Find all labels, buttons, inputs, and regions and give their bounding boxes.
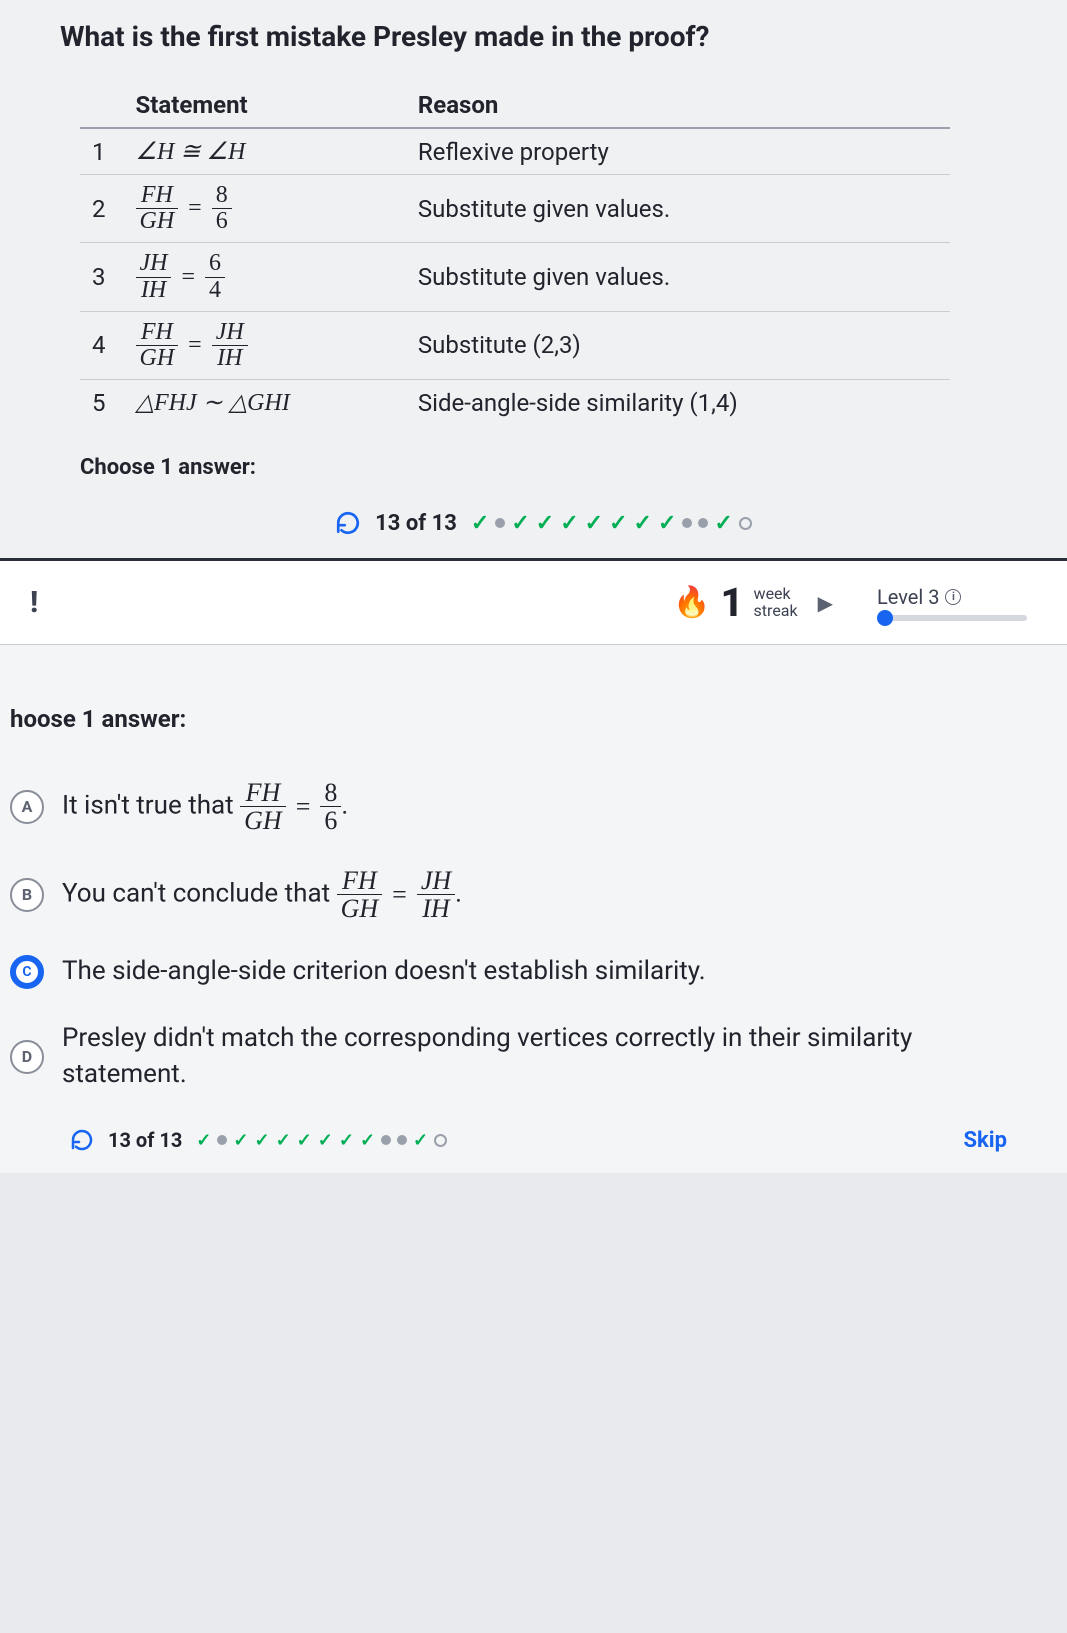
choice-list: A It isn't true that FHGH=86.B You can't… — [10, 763, 1037, 1107]
check-icon: ✓ — [413, 1130, 428, 1151]
check-icon: ✓ — [536, 511, 554, 536]
check-icon: ✓ — [471, 511, 489, 536]
progress-label: 13 of 13 — [375, 511, 457, 536]
footer: 13 of 13 ✓ ✓ ✓ ✓ ✓ ✓ ✓ ✓ ✓ Skip — [10, 1108, 1037, 1163]
check-icon: ✓ — [585, 511, 603, 536]
check-icon: ✓ — [297, 1130, 312, 1151]
question-text: What is the first mistake Presley made i… — [60, 20, 1027, 53]
check-icon: ✓ — [196, 1130, 211, 1151]
choose-label-2: hoose 1 answer: — [10, 705, 1037, 733]
ring-icon — [739, 517, 752, 530]
row-statement: FHGH=JHIH — [124, 311, 406, 379]
row-reason: Substitute given values. — [406, 243, 950, 311]
refresh-icon[interactable] — [70, 1128, 94, 1152]
col-statement: Statement — [124, 83, 406, 128]
table-row: 5 △FHJ ∼ △GHI Side-angle-side similarity… — [80, 380, 950, 426]
dot-icon — [217, 1135, 227, 1145]
row-reason: Side-angle-side similarity (1,4) — [406, 380, 950, 426]
check-icon: ✓ — [254, 1130, 269, 1151]
table-row: 4 FHGH=JHIH Substitute (2,3) — [80, 311, 950, 379]
progress-row: 13 of 13 ✓✓✓✓✓✓✓✓✓ — [60, 500, 1027, 548]
radio-b[interactable]: B — [10, 878, 44, 912]
dot-icon — [495, 518, 505, 528]
choice-text: The side-angle-side criterion doesn't es… — [62, 954, 706, 989]
check-icon: ✓ — [658, 511, 676, 536]
row-statement: △FHJ ∼ △GHI — [124, 380, 406, 426]
footer-progress-label: 13 of 13 — [108, 1128, 182, 1152]
check-icon: ✓ — [560, 511, 578, 536]
row-num: 1 — [80, 128, 124, 175]
check-icon: ✓ — [360, 1130, 375, 1151]
table-row: 2 FHGH=86 Substitute given values. — [80, 175, 950, 243]
footer-progress-marks: ✓ ✓ ✓ ✓ ✓ ✓ ✓ ✓ ✓ — [196, 1130, 447, 1151]
progress-marks: ✓✓✓✓✓✓✓✓✓ — [471, 511, 752, 536]
check-icon: ✓ — [634, 511, 652, 536]
dot-icon — [682, 518, 692, 528]
row-num: 2 — [80, 175, 124, 243]
table-row: 1 ∠H ≅ ∠H Reflexive property — [80, 128, 950, 175]
row-statement: JHIH=64 — [124, 243, 406, 311]
row-reason: Substitute (2,3) — [406, 311, 950, 379]
streak-label: weekstreak — [754, 586, 798, 620]
choice-d[interactable]: D Presley didn't match the corresponding… — [10, 1005, 1037, 1107]
status-bar: ! 🔥 1 weekstreak ▶ Level 3 i — [0, 558, 1067, 645]
ring-icon — [434, 1134, 447, 1147]
row-num: 3 — [80, 243, 124, 311]
row-statement: FHGH=86 — [124, 175, 406, 243]
check-icon: ✓ — [714, 511, 732, 536]
check-icon: ✓ — [318, 1130, 333, 1151]
check-icon: ✓ — [233, 1130, 248, 1151]
level-label: Level 3 — [877, 585, 939, 609]
level: Level 3 i — [877, 585, 1027, 621]
check-icon: ✓ — [339, 1130, 354, 1151]
radio-d[interactable]: D — [10, 1040, 44, 1074]
info-icon[interactable]: i — [945, 589, 961, 605]
radio-a[interactable]: A — [10, 790, 44, 824]
play-icon[interactable]: ▶ — [818, 591, 833, 615]
col-reason: Reason — [406, 83, 950, 128]
row-num: 4 — [80, 311, 124, 379]
dot-icon — [397, 1135, 407, 1145]
table-row: 3 JHIH=64 Substitute given values. — [80, 243, 950, 311]
streak: 🔥 1 weekstreak ▶ — [673, 579, 833, 626]
row-statement: ∠H ≅ ∠H — [124, 128, 406, 175]
check-icon: ✓ — [609, 511, 627, 536]
refresh-icon[interactable] — [335, 510, 361, 536]
flame-icon: 🔥 — [673, 585, 710, 620]
answers-panel: hoose 1 answer: A It isn't true that FHG… — [0, 645, 1067, 1172]
proof-table: Statement Reason 1 ∠H ≅ ∠H Reflexive pro… — [80, 83, 950, 425]
check-icon: ✓ — [511, 511, 529, 536]
radio-c[interactable]: C — [10, 955, 44, 989]
check-icon: ✓ — [276, 1130, 291, 1151]
skip-button[interactable]: Skip — [964, 1128, 1008, 1153]
level-bar — [877, 615, 1027, 621]
choice-text: You can't conclude that FHGH=JHIH. — [62, 867, 462, 923]
row-num: 5 — [80, 380, 124, 426]
choice-b[interactable]: B You can't conclude that FHGH=JHIH. — [10, 851, 1037, 939]
dot-icon — [381, 1135, 391, 1145]
choice-c[interactable]: C The side-angle-side criterion doesn't … — [10, 938, 1037, 1005]
question-panel: What is the first mistake Presley made i… — [0, 0, 1067, 558]
dot-icon — [698, 518, 708, 528]
choose-label: Choose 1 answer: — [80, 455, 1027, 480]
row-reason: Reflexive property — [406, 128, 950, 175]
choice-text: Presley didn't match the corresponding v… — [62, 1021, 1027, 1091]
row-reason: Substitute given values. — [406, 175, 950, 243]
alert-icon: ! — [30, 585, 38, 620]
choice-a[interactable]: A It isn't true that FHGH=86. — [10, 763, 1037, 851]
streak-number: 1 — [720, 579, 743, 626]
choice-text: It isn't true that FHGH=86. — [62, 779, 348, 835]
